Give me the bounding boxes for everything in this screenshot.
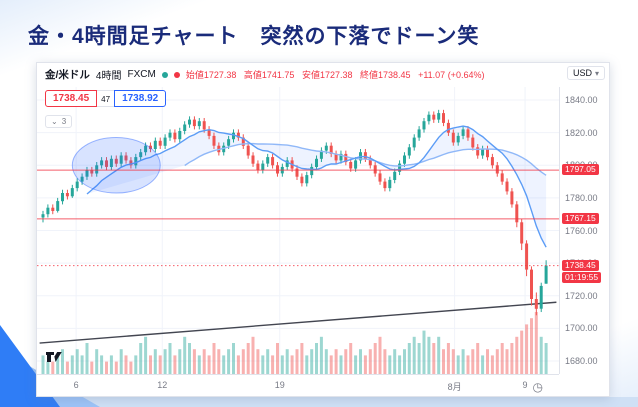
price-tick-label: 1820.00: [565, 127, 598, 138]
up-color-dot-icon: [161, 71, 168, 78]
price-tick-label: 1720.00: [565, 290, 598, 301]
symbol-name[interactable]: 金/米ドル: [45, 69, 90, 81]
interval-label[interactable]: 4時間: [95, 71, 122, 82]
price-tick-label: 1680.00: [565, 355, 598, 366]
time-tick-label: 8月: [447, 382, 462, 392]
trading-chart-window: 金/米ドル 4時間 FXCM 始値1727.38 高値1741.75 安値172…: [36, 62, 610, 397]
candlestick-chart[interactable]: [37, 87, 559, 374]
chart-toolbar: 金/米ドル 4時間 FXCM 始値1727.38 高値1741.75 安値172…: [37, 63, 609, 86]
time-tick-label: 12: [157, 380, 168, 390]
tradingview-logo[interactable]: [45, 350, 63, 368]
slide-bottom-strip: [0, 397, 638, 407]
price-level-badge[interactable]: 1797.05: [562, 164, 599, 176]
price-tick-label: 1700.00: [565, 323, 598, 334]
down-color-dot-icon: [173, 71, 180, 78]
chevron-down-icon: ▾: [594, 68, 599, 78]
open-value: 始値1727.38: [185, 70, 237, 80]
exchange-label: FXCM: [127, 69, 156, 80]
price-level-badge[interactable]: 1767.15: [562, 212, 599, 224]
page-title: 金・4時間足チャート 突然の下落でドーン笑: [28, 25, 480, 49]
close-value: 終値1738.45: [360, 70, 411, 80]
indicator-collapse-toggle[interactable]: ⌄ 3: [45, 115, 73, 128]
price-tick-label: 1780.00: [565, 192, 598, 203]
high-value: 高値1741.75: [243, 70, 295, 80]
price-level-badge[interactable]: 1738.45: [562, 259, 599, 271]
order-panel: 1738.45 47 1738.92: [45, 90, 167, 107]
spread-value: 47: [97, 90, 115, 107]
sell-button[interactable]: 1738.45: [45, 90, 98, 107]
chevron-down-icon: ⌄: [51, 117, 58, 126]
price-tick-label: 1760.00: [565, 225, 598, 236]
currency-label: USD: [572, 68, 592, 78]
buy-button[interactable]: 1738.92: [114, 90, 167, 107]
low-value: 安値1727.38: [301, 70, 353, 80]
ohlc-readout: 始値1727.38 高値1741.75 安値1727.38 終値1738.45 …: [186, 68, 490, 81]
candle-countdown-badge: 01:19:55: [562, 271, 602, 283]
indicator-count: 3: [61, 117, 67, 126]
time-tick-label: 9: [522, 380, 528, 390]
clock-icon[interactable]: ◷: [532, 380, 543, 394]
time-tick-label: 19: [274, 380, 285, 390]
price-axis[interactable]: 1840.001820.001800.001780.001760.001740.…: [559, 87, 609, 374]
time-axis[interactable]: ◷ 6 12 19 8月 9: [37, 374, 559, 396]
currency-selector[interactable]: USD ▾: [566, 66, 605, 80]
change-value: +11.07 (+0.64%): [418, 70, 485, 80]
time-tick-label: 6: [73, 380, 79, 390]
price-tick-label: 1840.00: [565, 95, 598, 106]
